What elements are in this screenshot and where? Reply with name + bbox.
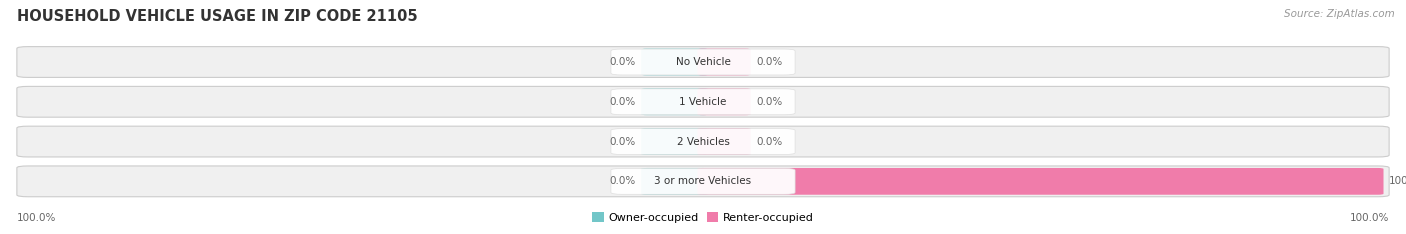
FancyBboxPatch shape bbox=[17, 47, 1389, 77]
Legend: Owner-occupied, Renter-occupied: Owner-occupied, Renter-occupied bbox=[588, 208, 818, 227]
FancyBboxPatch shape bbox=[612, 168, 796, 194]
FancyBboxPatch shape bbox=[641, 128, 709, 155]
FancyBboxPatch shape bbox=[612, 89, 796, 115]
Text: Source: ZipAtlas.com: Source: ZipAtlas.com bbox=[1284, 9, 1395, 19]
Text: 1 Vehicle: 1 Vehicle bbox=[679, 97, 727, 107]
FancyBboxPatch shape bbox=[17, 166, 1389, 197]
FancyBboxPatch shape bbox=[612, 129, 796, 154]
FancyBboxPatch shape bbox=[612, 49, 796, 75]
FancyBboxPatch shape bbox=[697, 49, 751, 75]
Text: 2 Vehicles: 2 Vehicles bbox=[676, 137, 730, 146]
Text: 3 or more Vehicles: 3 or more Vehicles bbox=[654, 176, 752, 186]
Text: 0.0%: 0.0% bbox=[756, 97, 783, 107]
Text: 0.0%: 0.0% bbox=[756, 137, 783, 146]
Text: 0.0%: 0.0% bbox=[609, 176, 636, 186]
FancyBboxPatch shape bbox=[697, 168, 1384, 195]
Text: 100.0%: 100.0% bbox=[17, 213, 56, 223]
Text: 0.0%: 0.0% bbox=[609, 97, 636, 107]
FancyBboxPatch shape bbox=[641, 49, 709, 75]
Text: 0.0%: 0.0% bbox=[609, 137, 636, 146]
Text: 0.0%: 0.0% bbox=[756, 57, 783, 67]
FancyBboxPatch shape bbox=[641, 168, 709, 195]
FancyBboxPatch shape bbox=[697, 88, 751, 115]
FancyBboxPatch shape bbox=[17, 126, 1389, 157]
FancyBboxPatch shape bbox=[697, 128, 751, 155]
Text: HOUSEHOLD VEHICLE USAGE IN ZIP CODE 21105: HOUSEHOLD VEHICLE USAGE IN ZIP CODE 2110… bbox=[17, 9, 418, 24]
Text: 0.0%: 0.0% bbox=[609, 57, 636, 67]
Text: 100.0%: 100.0% bbox=[1350, 213, 1389, 223]
FancyBboxPatch shape bbox=[17, 86, 1389, 117]
Text: 100.0%: 100.0% bbox=[1389, 176, 1406, 186]
Text: No Vehicle: No Vehicle bbox=[675, 57, 731, 67]
FancyBboxPatch shape bbox=[641, 88, 709, 115]
